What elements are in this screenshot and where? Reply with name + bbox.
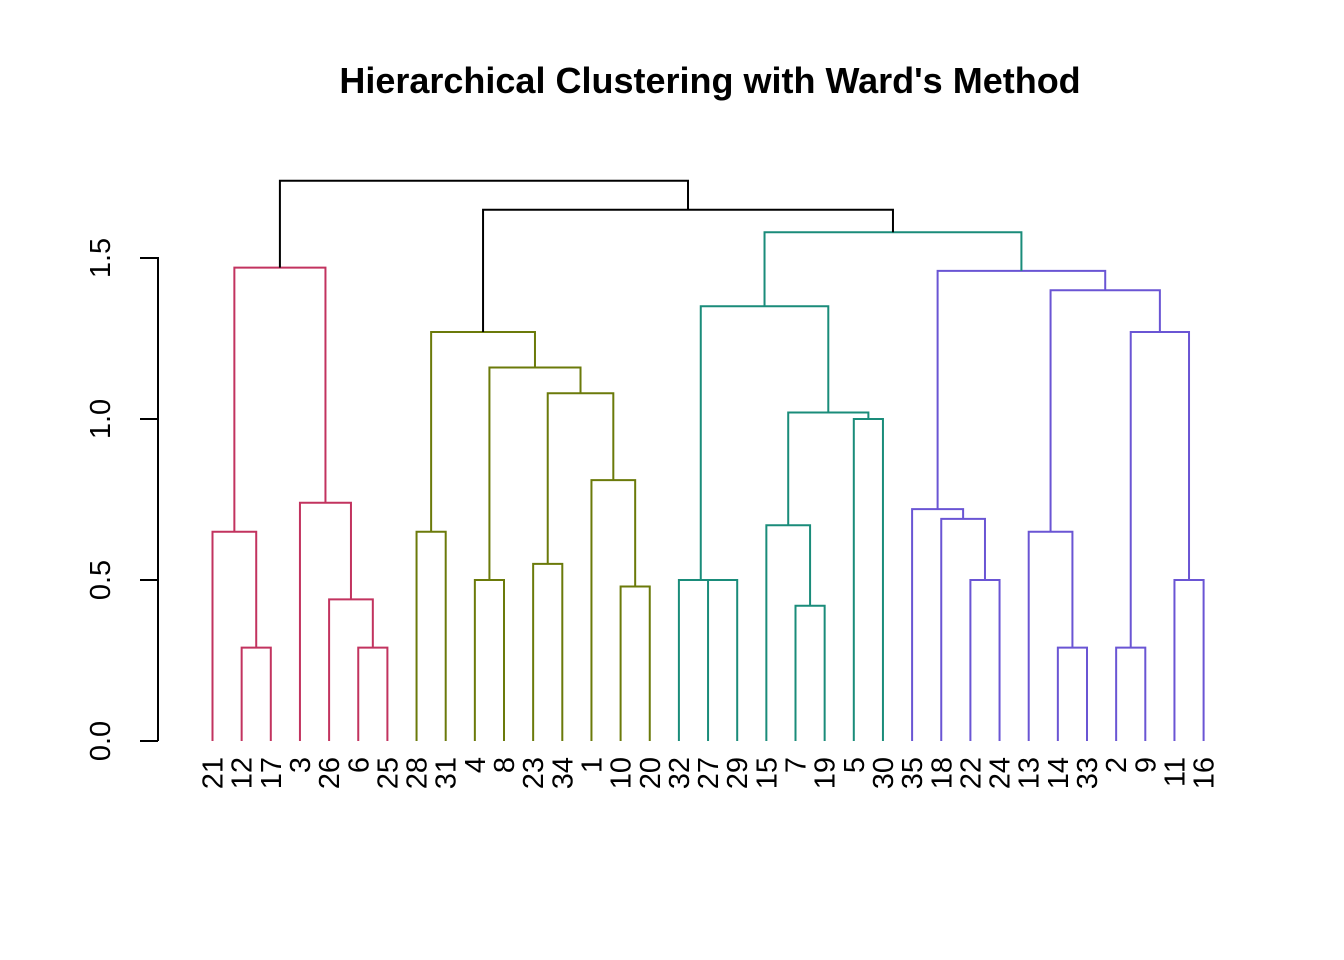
leaf-label: 19 xyxy=(810,757,842,789)
leaf-label: 30 xyxy=(868,757,900,789)
dendrogram-link-p2 xyxy=(940,517,986,741)
dendrogram-link-o7 xyxy=(488,366,582,580)
dendrogram-link-t4 xyxy=(765,524,812,741)
dendrogram-link-r6 xyxy=(233,266,327,532)
dendrogram-link-t5 xyxy=(852,418,884,741)
leaf-label: 2 xyxy=(1101,757,1133,773)
leaf-label: 5 xyxy=(839,757,871,773)
dendrogram-link-t6 xyxy=(787,411,870,526)
y-tick-label: 1.5 xyxy=(85,238,117,278)
dendrogram-link-r1 xyxy=(240,646,272,741)
dendrogram-link-r5 xyxy=(298,501,352,741)
leaf-label: 20 xyxy=(635,757,667,789)
dendrogram-link-r2 xyxy=(211,530,258,741)
leaf-label: 22 xyxy=(955,757,987,789)
dendrogram-link-o6 xyxy=(546,392,615,564)
leaf-label: 29 xyxy=(722,757,754,789)
leaf-labels: 2112173266252831482334110203227291571953… xyxy=(198,757,1221,789)
leaf-label: 33 xyxy=(1072,757,1104,789)
leaf-label: 1 xyxy=(576,757,608,773)
leaf-label: 3 xyxy=(285,757,317,773)
leaf-label: 35 xyxy=(897,757,929,789)
dendrogram-link-p5 xyxy=(1027,530,1074,741)
dendrogram-link-p1 xyxy=(969,579,1001,741)
dendrogram-link-x3 xyxy=(278,179,690,268)
dendrogram-link-o5 xyxy=(590,479,637,741)
dendrogram-link-x2 xyxy=(482,208,894,333)
leaf-label: 18 xyxy=(926,757,958,789)
leaf-label: 10 xyxy=(606,757,638,789)
dendrogram-link-o3 xyxy=(532,562,564,741)
chart-title: Hierarchical Clustering with Ward's Meth… xyxy=(339,60,1080,101)
dendrogram-link-p10 xyxy=(936,269,1107,510)
leaf-label: 14 xyxy=(1043,757,1075,789)
dendrogram-link-o2 xyxy=(473,579,505,741)
dendrogram-link-o1 xyxy=(415,530,447,741)
y-axis-ticks: 0.0 0.5 1.0 1.5 xyxy=(85,238,158,761)
leaf-label: 34 xyxy=(547,757,579,789)
leaf-label: 21 xyxy=(198,757,230,789)
leaf-label: 13 xyxy=(1014,757,1046,789)
dendrogram-link-t3 xyxy=(794,604,826,741)
dendrogram-link-r4 xyxy=(328,598,374,741)
leaf-label: 24 xyxy=(985,757,1017,789)
dendrogram-link-p4 xyxy=(1056,646,1088,741)
dendrogram-links xyxy=(211,179,1205,741)
dendrogram-link-p6 xyxy=(1115,646,1147,741)
leaf-label: 31 xyxy=(431,757,463,789)
dendrogram-link-p9 xyxy=(1049,289,1161,532)
dendrogram-link-p3 xyxy=(911,508,965,741)
dendrogram-link-t1 xyxy=(707,579,739,741)
y-tick-label: 0.0 xyxy=(85,721,117,761)
leaf-label: 17 xyxy=(256,757,288,789)
leaf-label: 7 xyxy=(781,757,813,773)
leaf-label: 23 xyxy=(518,757,550,789)
leaf-label: 27 xyxy=(693,757,725,789)
y-tick-label: 1.0 xyxy=(85,399,117,439)
leaf-label: 12 xyxy=(227,757,259,789)
leaf-label: 11 xyxy=(1159,757,1191,787)
dendrogram-link-p8 xyxy=(1129,331,1191,648)
leaf-label: 26 xyxy=(314,757,346,789)
leaf-label: 32 xyxy=(664,757,696,789)
dendrogram-link-x1 xyxy=(763,231,1023,307)
leaf-label: 28 xyxy=(402,757,434,789)
dendrogram-link-p7 xyxy=(1173,579,1205,741)
dendrogram-link-o4 xyxy=(619,585,651,741)
leaf-label: 8 xyxy=(489,757,521,773)
leaf-label: 6 xyxy=(343,757,375,773)
dendrogram-link-t2 xyxy=(677,579,723,741)
dendrogram-link-o8 xyxy=(430,331,536,532)
leaf-label: 15 xyxy=(751,757,783,789)
leaf-label: 4 xyxy=(460,757,492,773)
leaf-label: 9 xyxy=(1130,757,1162,773)
y-tick-label: 0.5 xyxy=(85,560,117,600)
dendrogram-link-r3 xyxy=(357,646,389,741)
leaf-label: 25 xyxy=(372,757,404,789)
leaf-label: 16 xyxy=(1189,757,1221,789)
